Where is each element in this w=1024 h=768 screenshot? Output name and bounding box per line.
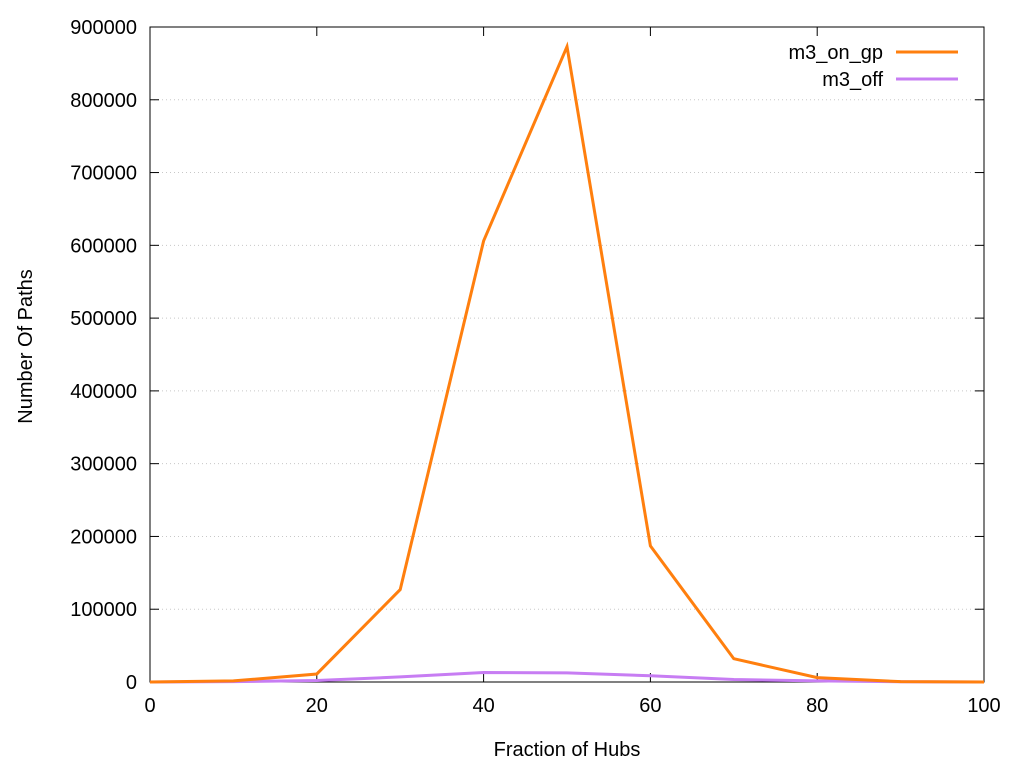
y-tick-label: 800000 <box>70 90 137 112</box>
x-tick-label: 40 <box>472 695 494 717</box>
y-tick-label: 700000 <box>70 163 137 185</box>
x-tick-label: 60 <box>639 695 661 717</box>
y-tick-label: 500000 <box>70 308 137 330</box>
legend-label-m3_on_gp: m3_on_gp <box>788 42 883 64</box>
y-tick-label: 100000 <box>70 599 137 621</box>
chart-legend: m3_on_gp m3_off <box>788 42 958 91</box>
x-tick-label: 0 <box>144 695 155 717</box>
x-tick-label: 80 <box>806 695 828 717</box>
y-tick-label: 200000 <box>70 526 137 548</box>
legend-label-m3_off: m3_off <box>822 69 883 91</box>
chart-series <box>149 41 985 684</box>
y-tick-label: 400000 <box>70 381 137 403</box>
y-tick-label: 600000 <box>70 235 137 257</box>
grid-lines <box>150 99 984 610</box>
y-tick-label: 0 <box>126 672 137 694</box>
y-tick-label: 300000 <box>70 454 137 476</box>
series-line-m3_on_gp <box>149 41 985 684</box>
y-axis-title: Number Of Paths <box>15 269 37 424</box>
x-tick-label: 100 <box>967 695 1000 717</box>
x-tick-label: 20 <box>306 695 328 717</box>
series-line-m3_off <box>149 671 985 684</box>
y-tick-label: 900000 <box>70 17 137 39</box>
plot-border <box>149 26 985 683</box>
x-axis-title: Fraction of Hubs <box>494 739 641 761</box>
chart-axes: 0 100000 200000 300000 400000 500000 600000 700… <box>70 17 1000 717</box>
